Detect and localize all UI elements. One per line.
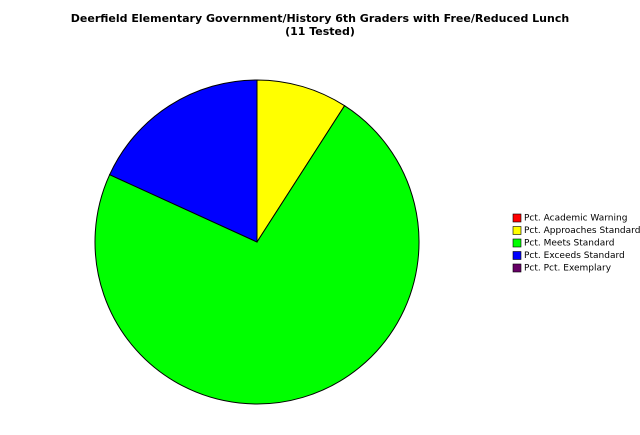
- legend-swatch: [512, 263, 522, 273]
- pie-slice: [256, 79, 346, 244]
- legend-swatch: [512, 238, 522, 248]
- legend-label: Pct. Approaches Standard: [524, 226, 640, 236]
- legend-label: Pct. Pct. Exemplary: [524, 264, 612, 274]
- legend-label: Pct. Academic Warning: [524, 214, 627, 224]
- chart-title: Deerfield Elementary Government/History …: [71, 12, 569, 25]
- legend-swatch: [512, 251, 522, 260]
- pie-slice: [108, 79, 258, 243]
- legend-swatch: [512, 226, 522, 235]
- chart-subtitle: (11 Tested): [285, 25, 355, 38]
- legend-swatch: [512, 213, 522, 223]
- pie-slice: [94, 105, 420, 405]
- legend-label: Pct. Exceeds Standard: [524, 251, 625, 261]
- legend-label: Pct. Meets Standard: [524, 239, 615, 249]
